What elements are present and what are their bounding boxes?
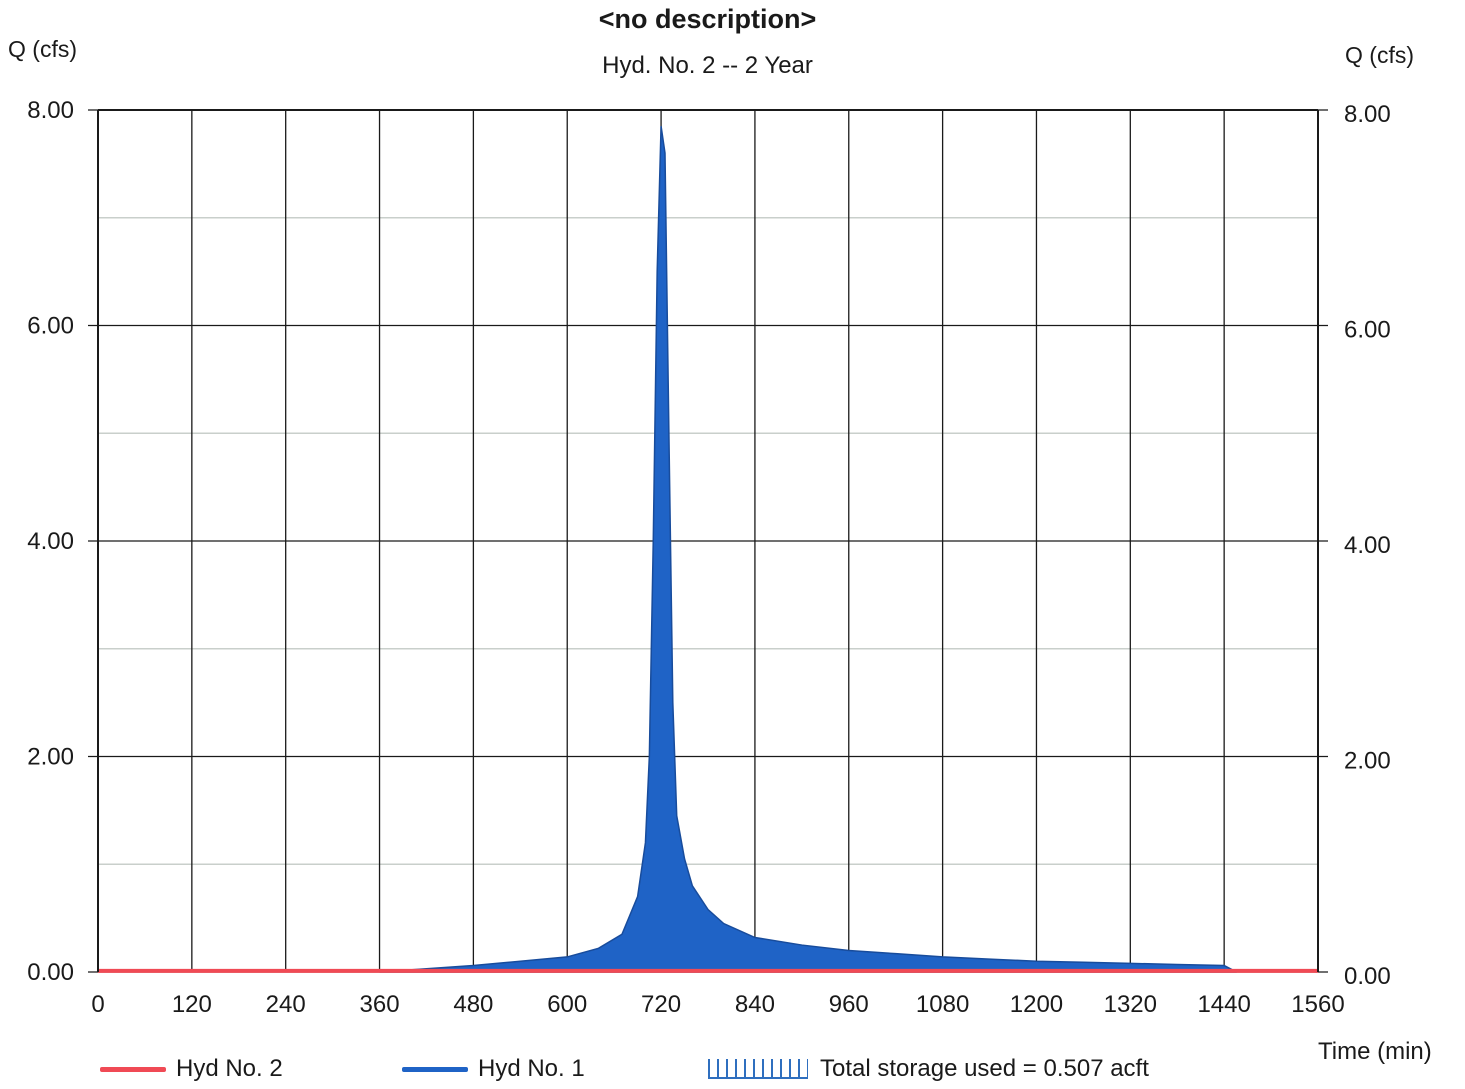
y-axis-label-left: Q (cfs) [8,36,77,62]
legend-item-hyd1: Hyd No. 1 [402,1050,585,1088]
x-tick-label: 960 [829,991,869,1018]
legend-swatch-hyd1 [402,1066,468,1072]
x-tick-label: 1080 [916,991,969,1018]
chart-title: <no description> [598,4,817,34]
x-tick-label: 1200 [1010,991,1063,1018]
legend-item-storage: Total storage used = 0.507 acft [708,1050,1149,1088]
x-tick-label: 120 [172,991,212,1018]
x-axis-label: Time (min) [1318,1038,1432,1065]
x-tick-label: 0 [91,991,104,1018]
y-tick-label-right: 0.00 [1344,963,1391,990]
y-tick-label-right: 6.00 [1344,317,1391,344]
x-tick-label: 720 [641,991,681,1018]
y-axis-label-right: Q (cfs) [1345,42,1414,68]
x-tick-label: 480 [453,991,493,1018]
legend-label-hyd1: Hyd No. 1 [478,1055,585,1082]
y-tick-label-left: 8.00 [27,97,74,124]
series-area-group [379,126,1238,973]
y-tick-label-left: 0.00 [27,959,74,986]
x-tick-label: 1440 [1197,991,1250,1018]
x-tick-label: 1320 [1104,991,1157,1018]
legend: Hyd No. 2 Hyd No. 1 Total storage used =… [0,1050,1300,1088]
y-tick-label-right: 2.00 [1344,748,1391,775]
series-area-hyd1 [379,126,1238,973]
y-tick-label-left: 6.00 [27,313,74,340]
legend-swatch-hyd2 [100,1066,166,1072]
x-tick-label: 240 [266,991,306,1018]
legend-label-hyd2: Hyd No. 2 [176,1055,283,1082]
chart-subtitle: Hyd. No. 2 -- 2 Year [602,52,813,79]
legend-swatch-storage [708,1059,808,1079]
y-tick-label-right: 8.00 [1344,101,1391,128]
hydrograph-plot: 0 120 240 360 480 600 720 840 960 1080 1200 1320 144… [27,97,1390,1018]
y-tick-label-right: 4.00 [1344,532,1391,559]
legend-item-hyd2: Hyd No. 2 [100,1050,283,1088]
axes [97,109,1319,972]
x-tick-label: 360 [360,991,400,1018]
y-tick-label-left: 2.00 [27,744,74,771]
x-tick-label: 840 [735,991,775,1018]
x-tick-label: 600 [547,991,587,1018]
legend-label-storage: Total storage used = 0.507 acft [820,1055,1149,1082]
tick-labels: 0 120 240 360 480 600 720 840 960 1080 1200 1320 144… [27,97,1390,1018]
y-tick-label-left: 4.00 [27,528,74,555]
major-grid [88,109,1328,973]
x-tick-label: 1560 [1291,991,1344,1018]
minor-grid [98,217,1318,865]
